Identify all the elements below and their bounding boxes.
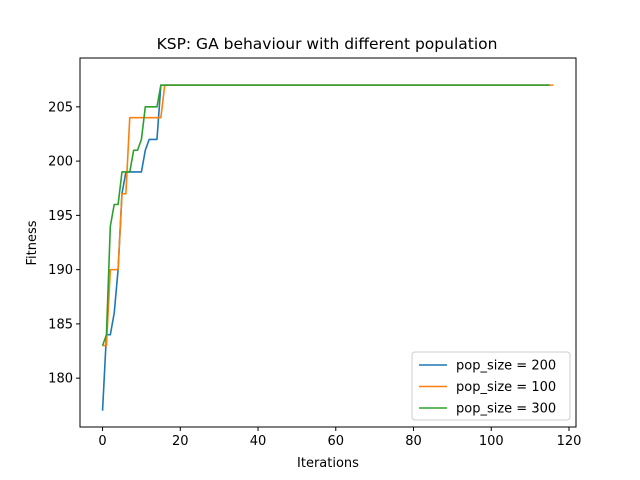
series-line-3 [101, 84, 550, 346]
series-line-2 [102, 84, 554, 347]
y-axis-title: Fitness [25, 220, 40, 265]
legend-label-3: pop_size = 300 [456, 402, 556, 417]
x-tick-label: 120 [557, 434, 582, 449]
y-tick-label: 195 [48, 209, 73, 224]
y-tick-label: 180 [48, 372, 73, 387]
legend-label-1: pop_size = 200 [456, 359, 556, 374]
x-axis-title: Iterations [297, 456, 359, 471]
y-tick-label: 205 [48, 100, 73, 115]
x-axis: 0 20 40 60 80 100 120 [98, 427, 581, 449]
y-axis: 180 185 190 195 200 205 [48, 100, 80, 387]
x-tick-label: 0 [98, 434, 106, 449]
plot-area-frame [79, 57, 577, 428]
series-layer [101, 84, 554, 411]
legend-label-2: pop_size = 100 [456, 380, 556, 395]
y-tick-label: 200 [48, 155, 73, 170]
x-tick-label: 80 [405, 434, 422, 449]
x-tick-label: 60 [328, 434, 345, 449]
y-tick-label: 190 [48, 263, 73, 278]
x-tick-label: 100 [479, 434, 504, 449]
series-line-1 [101, 84, 550, 411]
x-tick-label: 20 [172, 434, 189, 449]
x-tick-label: 40 [250, 434, 267, 449]
legend-box [411, 351, 571, 421]
chart-title: KSP: GA behaviour with different populat… [157, 35, 498, 53]
legend: pop_size = 200 pop_size = 100 pop_size = 3… [411, 351, 571, 421]
y-tick-label: 185 [48, 317, 73, 332]
